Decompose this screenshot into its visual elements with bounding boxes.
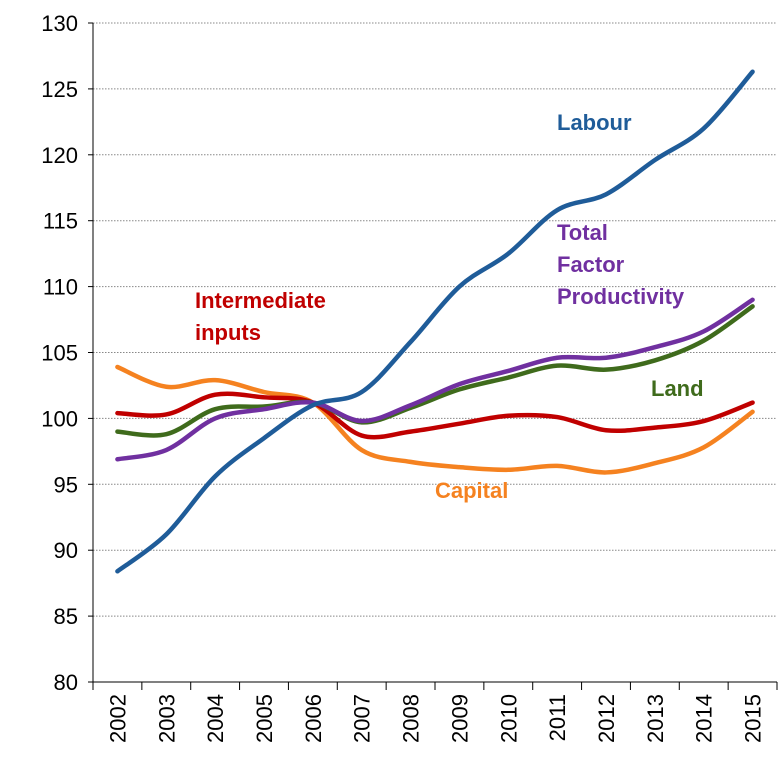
- series-line: [115, 69, 755, 574]
- x-tick-label: 2008: [399, 694, 424, 743]
- series-label: Capital: [435, 478, 508, 503]
- x-tick-label: 2007: [350, 694, 375, 743]
- x-tick-label: 2006: [301, 694, 326, 743]
- y-tick-label: 120: [41, 143, 78, 168]
- series-label-line: inputs: [195, 320, 261, 345]
- series-label: Land: [651, 376, 704, 401]
- y-tick-label: 130: [41, 11, 78, 36]
- series-label-line: Capital: [435, 478, 508, 503]
- series-label-line: Intermediate: [195, 288, 326, 313]
- x-tick-label: 2015: [741, 694, 766, 743]
- series-label-line: Land: [651, 376, 704, 401]
- x-tick-label: 2014: [692, 694, 717, 743]
- y-tick-label: 110: [43, 275, 78, 300]
- series-label-line: Labour: [557, 110, 632, 135]
- series-label: Labour: [557, 110, 632, 135]
- y-tick-label: 90: [54, 538, 78, 563]
- x-tick-label: 2011: [545, 694, 570, 741]
- y-tick-label: 100: [41, 406, 78, 431]
- x-tick-label: 2010: [496, 694, 521, 743]
- series-line: [115, 364, 755, 475]
- x-tick-label: 2012: [594, 694, 619, 743]
- y-tick-label: 105: [41, 341, 78, 366]
- y-tick-label: 85: [54, 604, 78, 629]
- x-tick-label: 2005: [252, 694, 277, 743]
- series-line: [115, 391, 755, 440]
- x-tick-label: 2013: [643, 694, 668, 743]
- y-tick-label: 115: [43, 209, 78, 234]
- series-label: Intermediate inputs: [195, 288, 326, 345]
- x-tick-label: 2002: [105, 694, 130, 743]
- y-tick-label: 125: [41, 77, 78, 102]
- series-label-line: Factor: [557, 252, 625, 277]
- series-label-line: Productivity: [557, 284, 685, 309]
- y-tick-label: 95: [54, 472, 78, 497]
- x-tick-label: 2004: [203, 694, 228, 743]
- series-line: [115, 304, 755, 438]
- series-line: [115, 297, 755, 462]
- x-tick-label: 2009: [447, 694, 472, 743]
- x-tick-label: 2003: [154, 694, 179, 743]
- series-label-line: Total: [557, 220, 608, 245]
- series-label: Total Factor Productivity: [557, 220, 685, 309]
- y-tick-label: 80: [54, 670, 78, 695]
